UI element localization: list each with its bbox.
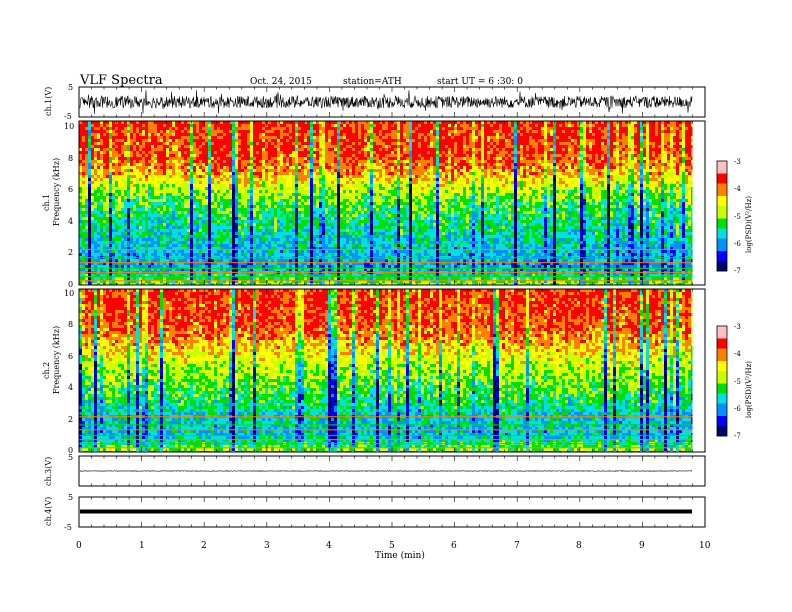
ch1-colorbar-label: log(PSD)(V²/Hz) <box>745 196 753 253</box>
xtick-10: 10 <box>699 541 711 551</box>
ch2-ytick-4: 4 <box>68 383 73 392</box>
xtick-9: 9 <box>639 541 645 551</box>
ch2-ytick-10: 10 <box>64 289 74 298</box>
ch1-ytick-6: 6 <box>68 185 73 194</box>
ch1-ytick-8: 8 <box>68 154 73 163</box>
ch3-waveform-panel: 5 ch.3(V) <box>44 453 706 487</box>
ch4-waveform-trace <box>80 509 692 514</box>
ch3-waveform-ticks <box>78 456 706 486</box>
ch1-ytick-2: 2 <box>68 248 73 257</box>
ch1-spec-channel-label: ch.1 <box>42 194 51 211</box>
xtick-3: 3 <box>264 541 270 551</box>
date-label: Oct. 24, 2015 <box>250 77 312 87</box>
ch2-ytick-6: 6 <box>68 352 73 361</box>
ch1-ytick-bottom: -5 <box>64 112 72 121</box>
ch1-ytick-0: 0 <box>68 280 73 289</box>
ch4-waveform-ticks <box>78 497 706 527</box>
ch1-waveform-ylabel: ch.1(V) <box>44 87 53 116</box>
ch3-waveform-trace <box>79 469 693 472</box>
ch1-colorbar <box>717 161 727 272</box>
ch2-cbar-tick-m6: -6 <box>734 405 741 413</box>
ch1-cbar-tick-m7: -7 <box>734 267 741 275</box>
ch1-ytick-10: 10 <box>64 122 74 131</box>
ch1-colorbar-frame <box>716 160 728 272</box>
ch1-waveform-trace <box>79 90 693 115</box>
x-axis-label: Time (min) <box>375 550 425 561</box>
ch2-spec-channel-label: ch.2 <box>42 362 51 379</box>
ch1-cbar-tick-m3: -3 <box>734 158 741 166</box>
ch2-colorbar-frame <box>716 325 728 437</box>
ch1-spectrogram-image <box>79 121 705 285</box>
ch4-waveform-panel: 5 -5 ch.4(V) <box>44 493 706 532</box>
ch2-cbar-tick-m4: -4 <box>734 350 741 358</box>
xtick-0: 0 <box>76 541 82 551</box>
xtick-4: 4 <box>326 541 332 551</box>
ch2-ytick-0: 0 <box>68 446 73 455</box>
ch2-spectrogram-image <box>79 289 705 452</box>
ch1-waveform-ticks <box>78 87 706 117</box>
ch2-colorbar <box>717 326 727 437</box>
ch2-ytick-2: 2 <box>68 415 73 424</box>
ch1-ytick-top: 5 <box>68 83 73 92</box>
ch4-waveform-ylabel: ch.4(V) <box>44 497 53 526</box>
ch3-ytick-top: 5 <box>68 453 73 462</box>
ch2-cbar-tick-m7: -7 <box>734 432 741 440</box>
ch4-ytick-bottom: -5 <box>64 523 72 532</box>
ch1-ytick-4: 4 <box>68 217 73 226</box>
xtick-6: 6 <box>451 541 457 551</box>
station-label: station=ATH <box>343 77 402 87</box>
ch1-spectrogram-panel: 10 8 6 4 2 0 ch.1 Frequency (kHz) -3 -4 … <box>42 120 753 289</box>
xtick-7: 7 <box>514 541 520 551</box>
xtick-5: 5 <box>389 541 395 551</box>
time-axis: 0 1 2 3 4 5 6 7 8 9 10 Time (min) <box>76 541 711 561</box>
ch1-cbar-tick-m4: -4 <box>734 185 741 193</box>
ch1-spectrogram-ticks <box>78 121 706 285</box>
ch2-cbar-tick-m5: -5 <box>734 378 741 386</box>
figure-title: VLF Spectra <box>79 73 163 88</box>
start-time-label: start UT = 6 :30: 0 <box>437 77 523 87</box>
ch4-ytick-top: 5 <box>68 493 73 502</box>
ch1-cbar-tick-m6: -6 <box>734 240 741 248</box>
ch2-colorbar-label: log(PSD)(V²/Hz) <box>745 361 753 418</box>
xtick-1: 1 <box>139 541 145 551</box>
ch1-waveform-panel: 5 -5 ch.1(V) <box>44 83 706 121</box>
xtick-2: 2 <box>201 541 207 551</box>
xtick-8: 8 <box>576 541 582 551</box>
ch2-spec-ylabel: Frequency (kHz) <box>52 326 61 394</box>
ch1-spec-ylabel: Frequency (kHz) <box>52 158 61 226</box>
ch2-cbar-tick-m3: -3 <box>734 323 741 331</box>
ch2-spectrogram-ticks <box>78 289 706 452</box>
ch2-ytick-8: 8 <box>68 320 73 329</box>
ch2-spectrogram-panel: 10 8 6 4 2 0 ch.2 Frequency (kHz) -3 -4 … <box>42 288 753 455</box>
ch3-waveform-ylabel: ch.3(V) <box>44 457 53 486</box>
ch1-cbar-tick-m5: -5 <box>734 213 741 221</box>
